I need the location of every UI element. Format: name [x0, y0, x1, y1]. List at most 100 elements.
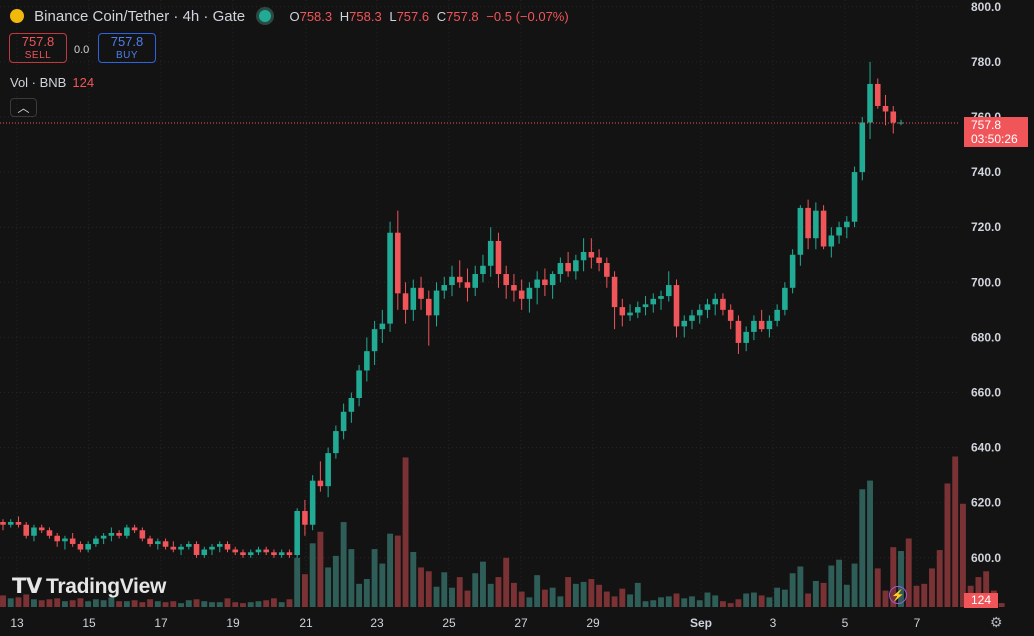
- candle-body: [193, 544, 200, 556]
- candle-body: [38, 527, 45, 531]
- x-tick-label: 25: [442, 616, 456, 630]
- volume-value: 124: [72, 75, 95, 90]
- candle-body: [216, 544, 223, 547]
- sell-price: 757.8: [21, 34, 55, 49]
- change-value: −0.5 (−0.07%): [486, 9, 569, 24]
- volume-legend[interactable]: Vol · BNB 124: [10, 75, 94, 90]
- candle-body: [836, 227, 842, 236]
- volume-bar: [936, 550, 943, 607]
- candle-body: [201, 549, 208, 556]
- volume-bar: [216, 602, 223, 607]
- volume-bar: [557, 596, 564, 607]
- symbol-title[interactable]: Binance Coin/Tether · 4h · Gate: [34, 8, 246, 25]
- volume-label: Vol · BNB: [10, 75, 67, 90]
- candle-body: [309, 480, 316, 525]
- volume-bar: [859, 489, 866, 607]
- candle-body: [495, 240, 502, 275]
- volume-bar: [247, 602, 254, 607]
- candle-body: [100, 535, 107, 539]
- volume-bar: [549, 587, 556, 607]
- volume-bar: [603, 591, 610, 607]
- volume-bar: [162, 602, 169, 607]
- volume-bar: [998, 603, 1005, 607]
- y-tick-label: 660.0: [971, 386, 1001, 400]
- volume-bar: [905, 538, 912, 607]
- candle-body: [387, 232, 393, 324]
- volume-bar: [472, 573, 479, 607]
- candle-body: [480, 265, 486, 275]
- candle-body: [464, 282, 471, 288]
- volume-bar: [46, 599, 53, 607]
- candle-body: [247, 552, 254, 556]
- volume-bar: [209, 602, 215, 607]
- market-status-icon[interactable]: [259, 10, 272, 22]
- volume-bar: [758, 595, 765, 607]
- volume-bar: [123, 601, 130, 607]
- volume-bar: [572, 583, 579, 607]
- x-tick-label: 15: [82, 616, 96, 630]
- candle-body: [487, 240, 494, 266]
- candle-body: [410, 287, 417, 310]
- candle-body: [441, 285, 448, 291]
- candle-body: [596, 257, 602, 264]
- volume-bar: [255, 601, 262, 607]
- volume-bar: [131, 600, 138, 607]
- candle-body: [751, 320, 757, 332]
- lightning-icon[interactable]: ⚡: [889, 586, 907, 604]
- candle-body: [573, 260, 579, 272]
- volume-bar: [232, 602, 239, 607]
- sell-label: SELL: [24, 50, 52, 61]
- volume-bar: [387, 533, 394, 607]
- candle-body: [54, 535, 60, 542]
- candle-body: [449, 276, 455, 286]
- buy-button[interactable]: 757.8 BUY: [98, 33, 156, 63]
- volume-bar: [85, 601, 92, 607]
- volume-bar: [363, 579, 370, 607]
- x-tick-label: 3: [770, 616, 777, 630]
- chevron-up-icon[interactable]: ︿: [10, 98, 37, 117]
- volume-bar: [789, 573, 796, 607]
- x-tick-label: 27: [514, 616, 528, 630]
- high-label: H: [339, 9, 350, 24]
- candle-body: [116, 533, 122, 536]
- x-tick-label: 17: [154, 616, 168, 630]
- volume-bar: [185, 600, 192, 607]
- volume-bar: [433, 586, 440, 607]
- candle-body: [758, 320, 765, 330]
- sell-button[interactable]: 757.8 SELL: [9, 33, 67, 63]
- volume-bar: [820, 582, 827, 607]
- volume-bar: [774, 587, 781, 607]
- volume-bar: [944, 483, 951, 607]
- tradingview-logo[interactable]: TV TradingView: [12, 574, 166, 599]
- last-price-tag: 757.8 03:50:26: [964, 117, 1028, 147]
- volume-bar: [851, 563, 858, 607]
- candle-body: [635, 307, 641, 313]
- volume-bar: [170, 601, 177, 607]
- y-tick-label: 700.0: [971, 275, 1001, 289]
- candle-body: [433, 290, 440, 316]
- volume-bar: [394, 535, 401, 607]
- y-tick-label: 680.0: [971, 330, 1001, 344]
- candle-body: [503, 274, 509, 286]
- gear-icon[interactable]: ⚙: [990, 614, 1003, 630]
- volume-bar: [402, 457, 409, 607]
- volume-bar: [379, 563, 386, 607]
- x-tick-label: 29: [586, 616, 600, 630]
- candle-body: [240, 552, 246, 556]
- candle-body: [224, 544, 231, 550]
- candle-body: [805, 207, 811, 239]
- volume-bar: [797, 566, 804, 607]
- buy-label: BUY: [115, 50, 139, 61]
- volume-bar: [681, 598, 688, 607]
- volume-bar: [77, 598, 84, 607]
- volume-bar: [952, 456, 959, 607]
- x-tick-label: 23: [370, 616, 384, 630]
- volume-bar: [580, 581, 587, 607]
- bar-countdown: 03:50:26: [971, 132, 1018, 146]
- candle-body: [7, 521, 14, 525]
- volume-bar: [332, 555, 339, 607]
- candle-body: [155, 541, 161, 545]
- volume-bar: [503, 557, 510, 607]
- volume-bar: [147, 599, 154, 607]
